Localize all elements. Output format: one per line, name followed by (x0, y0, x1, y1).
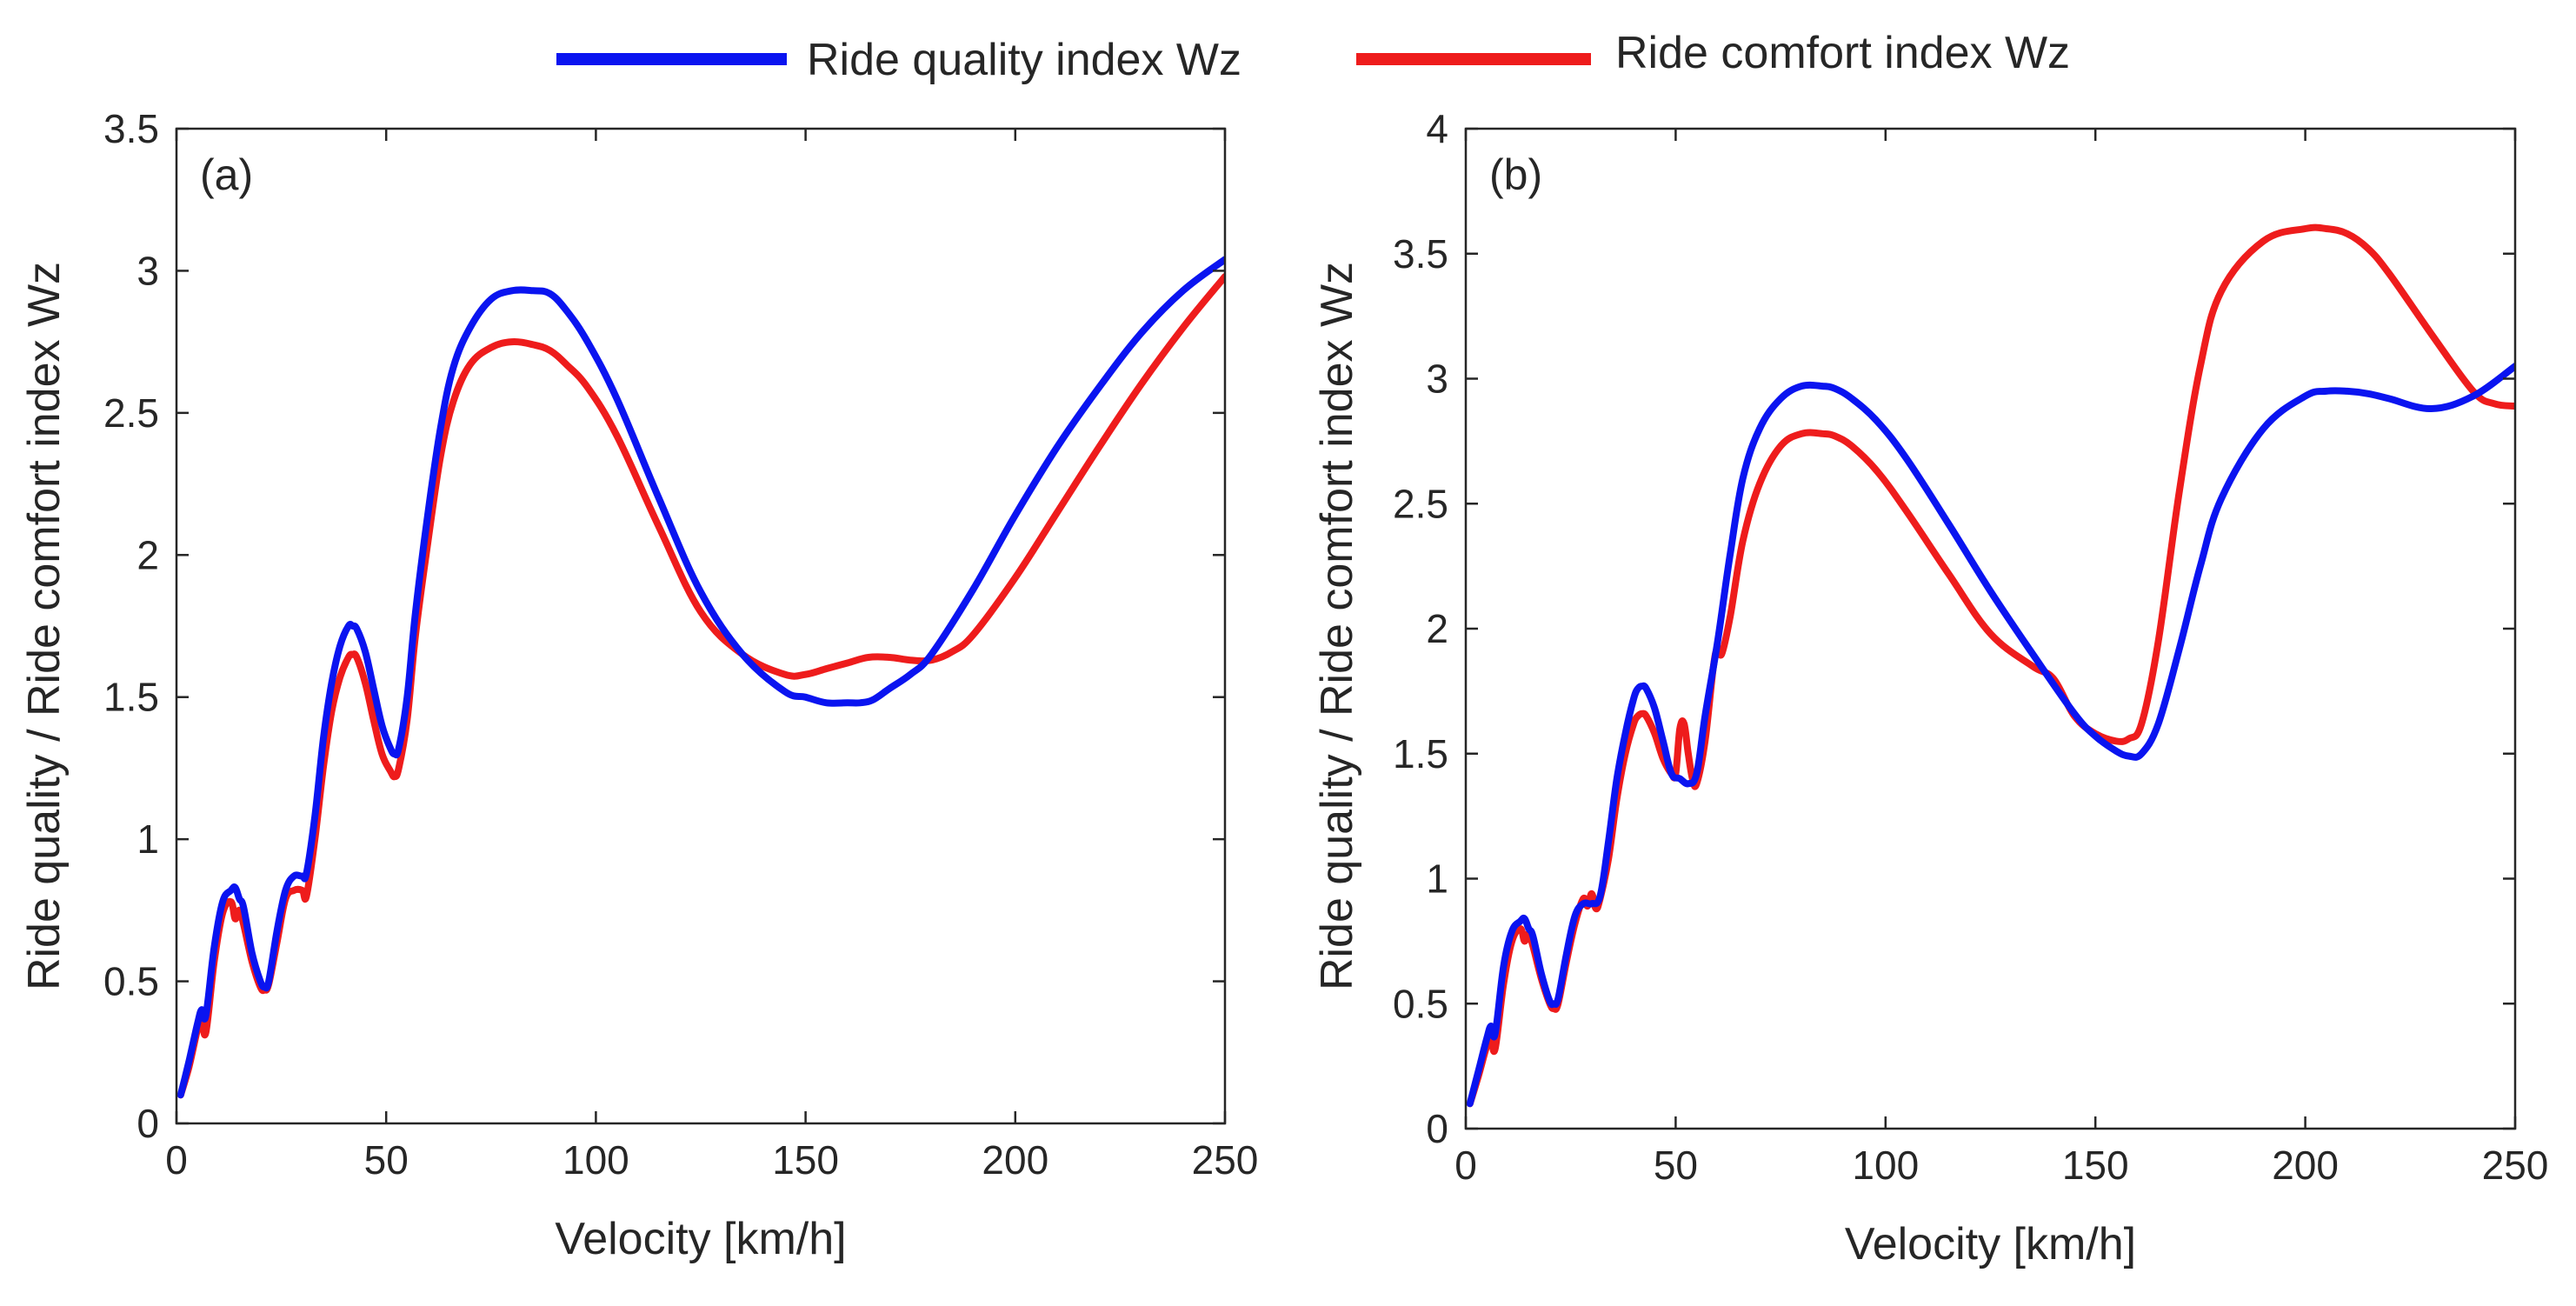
x-tick-label-b: 0 (1454, 1143, 1477, 1188)
series-quality-line-b (1466, 363, 2515, 1108)
series-comfort-line-b (1466, 223, 2515, 1108)
x-tick-label-a: 200 (982, 1137, 1048, 1183)
panel-b: 0 50 100 150 200 250 0 0.5 1 1.5 2 2.5 3 3.5 4 (b) Veloc… (1312, 106, 2548, 1269)
y-tick-label-b: 4 (1426, 106, 1448, 151)
y-tick-label-a: 1 (136, 816, 159, 862)
x-tick-label-a: 50 (364, 1137, 409, 1183)
y-axis-label-b: Ride quality / Ride comfort index Wz (1312, 262, 1362, 990)
x-tick-label-a: 250 (1192, 1137, 1259, 1183)
x-tick-label-b: 150 (2062, 1143, 2129, 1188)
x-axis-label-b: Velocity [km/h] (1845, 1219, 2136, 1269)
axes-frame-a (175, 127, 1227, 1125)
x-tick-label-b: 50 (1654, 1143, 1698, 1188)
x-axis-label-a: Velocity [km/h] (555, 1214, 846, 1264)
plot-area-b (1466, 223, 2515, 1108)
y-tick-label-b: 1.5 (1393, 731, 1448, 776)
legend-quality-label: Ride quality index Wz (807, 35, 1241, 85)
x-tick-label-b: 200 (2272, 1143, 2339, 1188)
y-tick-label-b: 2.5 (1393, 481, 1448, 526)
x-tick-label-b: 250 (2482, 1143, 2549, 1188)
panel-label-a: (a) (200, 150, 253, 199)
plot-area-a (176, 256, 1225, 1099)
series-comfort-line-a (176, 273, 1225, 1099)
y-tick-label-a: 2.5 (103, 390, 159, 436)
y-tick-label-a: 3 (136, 248, 159, 293)
y-tick-label-a: 0.5 (103, 959, 159, 1004)
y-tick-label-a: 3.5 (103, 106, 159, 151)
x-tick-label-a: 100 (562, 1137, 629, 1183)
y-tick-label-a: 2 (136, 532, 159, 577)
y-axis-label-a: Ride quality / Ride comfort index Wz (19, 262, 70, 990)
series-quality-line-a (176, 256, 1225, 1099)
legend: Ride quality index Wz Ride comfort index… (556, 28, 2070, 85)
y-tick-label-a: 1.5 (103, 675, 159, 720)
legend-comfort-label: Ride comfort index Wz (1615, 28, 2070, 78)
y-tick-label-b: 2 (1426, 606, 1448, 651)
y-tick-label-b: 0 (1426, 1106, 1448, 1151)
x-tick-label-a: 150 (772, 1137, 839, 1183)
y-tick-label-b: 0.5 (1393, 981, 1448, 1026)
y-tick-label-b: 3 (1426, 356, 1448, 402)
y-tick-label-b: 1 (1426, 856, 1448, 902)
panel-a: 0 50 100 150 200 250 0 0.5 1 1.5 2 2.5 3 3.5 (a) Veloci… (19, 106, 1258, 1264)
y-tick-label-a: 0 (136, 1101, 159, 1146)
x-tick-label-b: 100 (1852, 1143, 1919, 1188)
x-tick-label-a: 0 (165, 1137, 188, 1183)
panel-label-b: (b) (1489, 150, 1542, 199)
y-tick-label-b: 3.5 (1393, 231, 1448, 277)
